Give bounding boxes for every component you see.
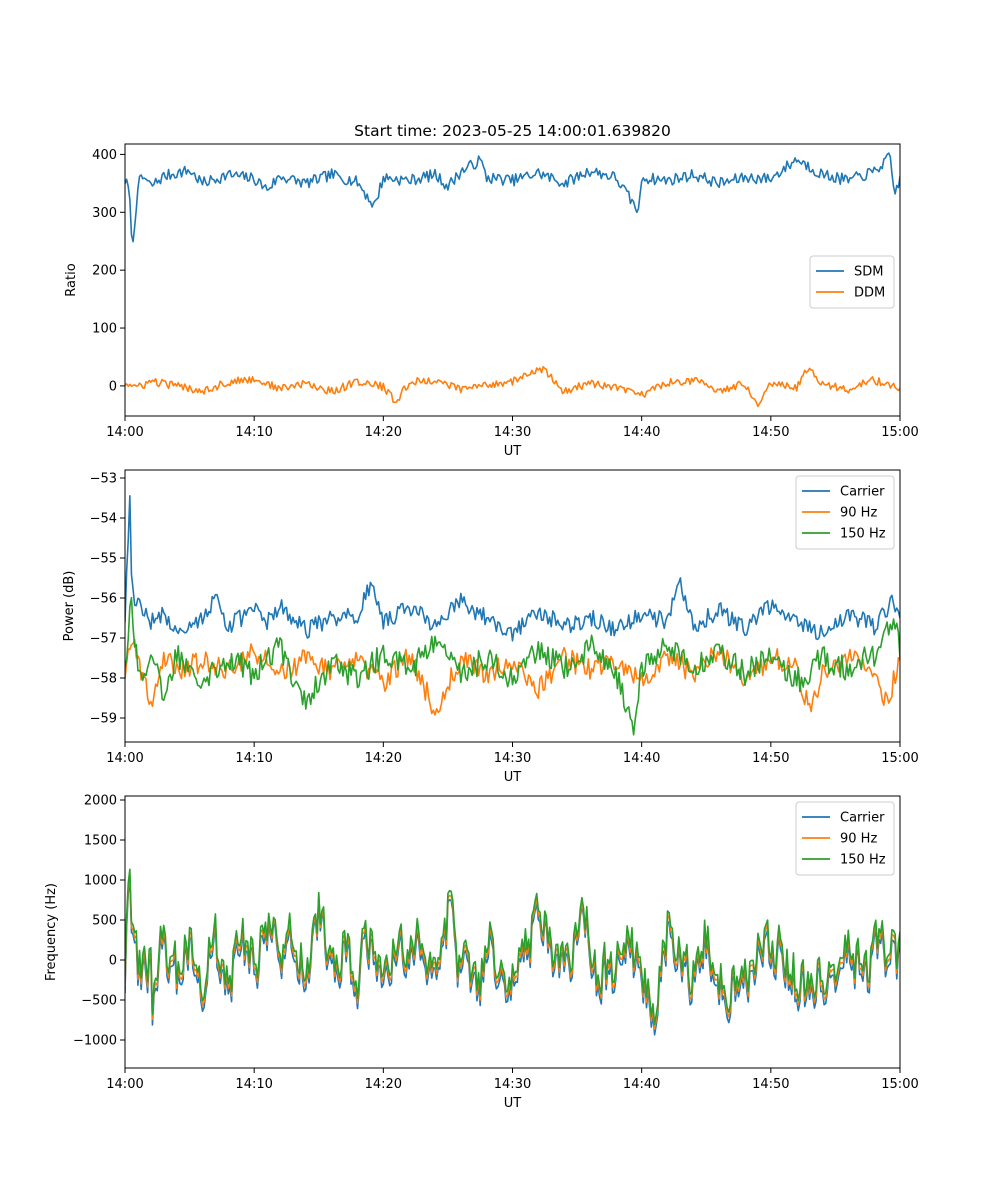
y-tick-label: −56 xyxy=(90,592,117,607)
y-tick-label: 300 xyxy=(92,206,117,221)
x-tick-label: 14:10 xyxy=(235,425,272,440)
series-line-sdm xyxy=(125,152,900,243)
x-tick-label: 14:50 xyxy=(752,751,789,766)
y-tick-label: 1500 xyxy=(84,834,117,849)
legend-label: Carrier xyxy=(840,811,885,826)
y-tick-label: −57 xyxy=(90,632,117,647)
legend-label: 150 Hz xyxy=(840,853,886,868)
y-tick-label: 500 xyxy=(92,914,117,929)
x-tick-label: 14:30 xyxy=(494,751,531,766)
x-axis-label: UT xyxy=(504,770,522,785)
legend-label: DDM xyxy=(854,286,885,301)
y-tick-label: −54 xyxy=(90,512,117,527)
legend-label: 90 Hz xyxy=(840,506,877,521)
plot-frame xyxy=(124,143,901,417)
x-tick-label: 14:00 xyxy=(106,1077,143,1092)
x-tick-label: 14:20 xyxy=(365,425,402,440)
series-group xyxy=(125,494,900,736)
panel-1: 14:00 14:10 14:20 14:30 14:40 14:50 15:00 0 100 2… xyxy=(64,143,919,459)
x-tick-label: 14:40 xyxy=(623,1077,660,1092)
y-tick-label: 1000 xyxy=(84,874,117,889)
series-line-150-hz xyxy=(125,868,900,1026)
panel-2: 14:00 14:10 14:20 14:30 14:40 14:50 15:00 −59 −5… xyxy=(62,469,919,785)
y-tick-label: −55 xyxy=(90,552,117,567)
x-tick-label: 14:10 xyxy=(235,751,272,766)
x-tick-label: 14:20 xyxy=(365,1077,402,1092)
y-tick-label: 100 xyxy=(92,322,117,337)
x-tick-label: 14:40 xyxy=(623,751,660,766)
series-group xyxy=(125,152,900,408)
series-line-90-hz xyxy=(125,638,900,716)
y-tick-label: −500 xyxy=(81,994,117,1009)
x-axis-label: UT xyxy=(504,444,522,459)
x-tick-label: 15:00 xyxy=(881,1077,918,1092)
legend-box xyxy=(795,475,895,550)
x-axis-label: UT xyxy=(504,1096,522,1111)
series-line-ddm xyxy=(125,365,900,408)
legend: SDM DDM xyxy=(809,255,895,309)
y-tick-label: 0 xyxy=(109,954,117,969)
x-tick-label: 15:00 xyxy=(881,425,918,440)
y-tick-label: 0 xyxy=(109,379,117,394)
x-tick-label: 14:50 xyxy=(752,1077,789,1092)
series-group xyxy=(125,868,900,1036)
y-axis-label: Power (dB) xyxy=(62,571,77,642)
series-line-carrier xyxy=(125,494,900,642)
x-tick-label: 14:00 xyxy=(106,751,143,766)
legend-label: Carrier xyxy=(840,485,885,500)
x-tick-label: 14:00 xyxy=(106,425,143,440)
legend-label: 90 Hz xyxy=(840,832,877,847)
y-tick-label: −53 xyxy=(90,472,117,487)
y-tick-label: 2000 xyxy=(84,794,117,809)
plot-frame xyxy=(124,469,901,743)
legend: Carrier 90 Hz 150 Hz xyxy=(795,801,895,876)
panels: 14:00 14:10 14:20 14:30 14:40 14:50 15:00 0 100 2… xyxy=(44,143,919,1112)
legend-label: 150 Hz xyxy=(840,527,886,542)
y-tick-label: 400 xyxy=(92,148,117,163)
x-tick-label: 14:30 xyxy=(494,1077,531,1092)
panel-3: 14:00 14:10 14:20 14:30 14:40 14:50 15:00 −1000… xyxy=(44,794,919,1112)
x-tick-label: 14:50 xyxy=(752,425,789,440)
legend-box xyxy=(795,801,895,876)
y-tick-label: −59 xyxy=(90,712,117,727)
chart-title: Start time: 2023-05-25 14:00:01.639820 xyxy=(354,122,671,140)
x-tick-label: 14:20 xyxy=(365,751,402,766)
x-tick-label: 14:10 xyxy=(235,1077,272,1092)
x-tick-label: 15:00 xyxy=(881,751,918,766)
legend: Carrier 90 Hz 150 Hz xyxy=(795,475,895,550)
series-line-150-hz xyxy=(125,596,900,736)
y-tick-label: 200 xyxy=(92,264,117,279)
y-axis-label: Frequency (Hz) xyxy=(44,883,59,981)
legend-label: SDM xyxy=(854,265,883,280)
y-axis-label: Ratio xyxy=(64,263,79,296)
y-tick-label: −1000 xyxy=(73,1034,117,1049)
y-tick-label: −58 xyxy=(90,672,117,687)
legend-box xyxy=(809,255,895,309)
x-tick-label: 14:40 xyxy=(623,425,660,440)
x-tick-label: 14:30 xyxy=(494,425,531,440)
